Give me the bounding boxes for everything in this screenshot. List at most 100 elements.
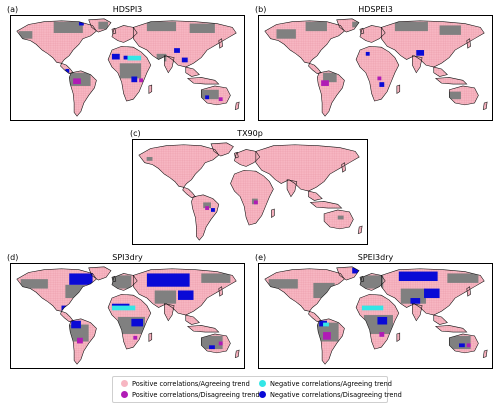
coastline-japan (341, 162, 346, 173)
patch-blue (65, 68, 70, 73)
patch-magenta (321, 80, 329, 86)
coastline-india (412, 55, 423, 74)
patch-cyan (323, 322, 329, 327)
coastline-southAmerica (316, 70, 345, 117)
legend-label: Negative correlations/Agreeing trend (270, 380, 392, 388)
coastline-japan (218, 38, 223, 49)
coastline-europe (111, 25, 138, 43)
coastline-australia (200, 85, 231, 106)
coastline-madagascar (396, 332, 401, 343)
continent-centralAmerica (182, 187, 196, 198)
coastline-japan (218, 286, 223, 297)
patch-cyan (361, 305, 384, 311)
coastline-madagascar (148, 332, 153, 343)
patch-blue (111, 53, 120, 60)
coastline-uk (359, 27, 365, 35)
continent-seAsia (433, 67, 448, 77)
coastline-greenland (336, 18, 360, 33)
legend-swatch (121, 380, 128, 387)
coastline-indonesia (309, 201, 343, 209)
coastline-madagascar (271, 208, 275, 219)
continent-india (412, 55, 423, 73)
patch-cyan (111, 305, 136, 311)
legend-item: Positive correlations/Disagreeing trend (121, 391, 260, 400)
world-map (138, 142, 363, 241)
patch-blue (131, 76, 138, 83)
continent-madagascar (396, 333, 400, 342)
continent-madagascar (148, 85, 152, 94)
patch-land_gray (276, 29, 296, 39)
patch-blue (131, 318, 144, 327)
coastline-indonesia (186, 325, 220, 333)
coastline-southAmerica (191, 194, 220, 241)
coastline-seAsia (433, 66, 448, 77)
trend-patches (20, 273, 231, 350)
patch-land_gray (313, 282, 335, 299)
legend-swatch (121, 391, 128, 398)
continent-greenland (88, 266, 111, 281)
continent-southAmerica (191, 194, 219, 241)
patch-land_gray (53, 21, 83, 34)
coastline-newZealand (357, 225, 363, 235)
continent-northAmerica (138, 144, 219, 188)
patch-blue (78, 21, 84, 26)
patch-land_gray (268, 279, 298, 289)
map-a (10, 15, 245, 121)
coastline-seAsia (185, 66, 200, 77)
patch-land_gray (98, 21, 109, 30)
patch-blue (365, 51, 370, 56)
panel-title: HDSPI3 (112, 5, 143, 14)
coastline-madagascar (148, 84, 153, 95)
coastline-japan (466, 38, 471, 49)
coastline-southAmerica (316, 318, 345, 365)
coastline-greenland (88, 266, 112, 281)
continent-japan (341, 162, 346, 173)
continent-centralAmerica (60, 311, 74, 322)
patch-land_gray (201, 335, 223, 350)
legend-swatch (259, 380, 266, 387)
panel-label: (e) (255, 253, 267, 262)
patch-blue (69, 273, 93, 285)
coastline-india (412, 303, 423, 322)
coastline-newZealand (234, 349, 240, 359)
coastline-australia (200, 333, 231, 354)
patch-land_gray (189, 23, 215, 34)
patch-land_gray (394, 21, 428, 32)
continent-indonesia (435, 77, 467, 85)
trend-patches (146, 157, 344, 220)
panel-title: SPI3dry (112, 253, 143, 262)
continent-japan (466, 286, 471, 297)
coastline-indonesia (434, 77, 468, 85)
coastline-asia (255, 144, 360, 192)
coastline-japan (466, 286, 471, 297)
patch-magenta (323, 332, 331, 340)
coastline-indonesia (434, 325, 468, 333)
trend-patches (276, 21, 461, 100)
coastline-africa (107, 45, 152, 102)
continent-centralAmerica (308, 311, 322, 322)
patch-land_gray (449, 91, 461, 100)
continent-europe (111, 25, 138, 43)
map-c (132, 139, 368, 245)
coastline-india (164, 55, 175, 74)
coastline-europe (359, 25, 386, 43)
coastline-india (286, 179, 298, 198)
world-map (16, 18, 240, 117)
coastline-uk (111, 27, 117, 35)
continent-greenland (211, 142, 234, 157)
patch-magenta (205, 206, 210, 210)
coastline-madagascar (396, 84, 401, 95)
coastline-uk (359, 275, 365, 283)
coastline-asia (133, 268, 237, 316)
panel-label: (a) (7, 5, 19, 14)
continent-seAsia (308, 191, 323, 201)
panel-label: (b) (255, 5, 267, 14)
patch-blue (379, 82, 385, 87)
legend-item: Negative correlations/Agreeing trend (259, 380, 392, 389)
continent-madagascar (271, 209, 275, 218)
continent-japan (218, 38, 223, 49)
patch-magenta (133, 335, 138, 340)
patch-land_gray (447, 273, 479, 283)
continent-indonesia (435, 325, 467, 333)
patch-blue (177, 290, 194, 300)
